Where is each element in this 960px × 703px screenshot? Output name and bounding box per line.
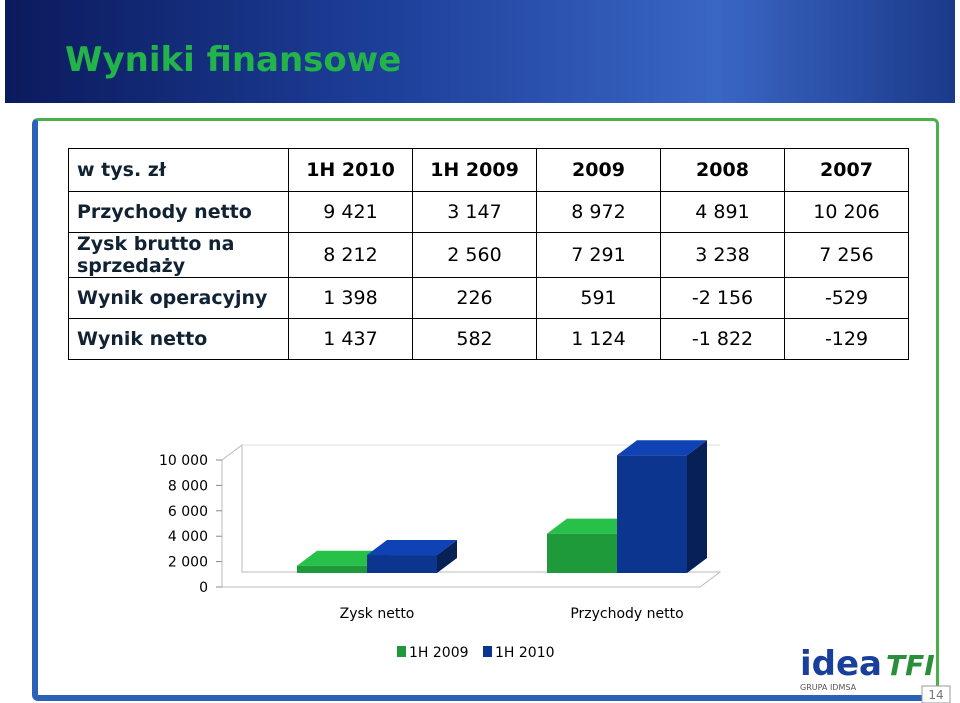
cell: 591 bbox=[536, 277, 661, 319]
legend-swatch bbox=[483, 646, 492, 657]
cell: Wynik netto bbox=[68, 318, 289, 360]
cell: 582 bbox=[412, 318, 537, 360]
y-tick-label: 4 000 bbox=[168, 529, 208, 545]
title: Wyniki finansowe bbox=[65, 40, 402, 80]
cell: 2007 bbox=[784, 148, 909, 192]
row: Wynik netto 1 437 582 1 124 -1 822 -129 bbox=[68, 318, 909, 360]
financial-table: w tys. zł 1H 2010 1H 2009 2009 2008 2007 Przyc… bbox=[68, 148, 909, 360]
y-tick-label: 0 bbox=[199, 580, 208, 596]
cell: 2 560 bbox=[412, 232, 537, 278]
y-tick-label: 10 000 bbox=[159, 453, 208, 469]
bar-side bbox=[437, 540, 457, 573]
bar-top bbox=[297, 550, 387, 566]
page-number: 14 bbox=[928, 688, 943, 702]
cell: 226 bbox=[412, 277, 537, 319]
header-bar: Wyniki finansowe bbox=[5, 0, 955, 103]
logo-name: idea bbox=[800, 644, 882, 684]
legend-label: 1H 2010 bbox=[495, 645, 555, 661]
header-row: w tys. zł 1H 2010 1H 2009 2009 2008 2007 bbox=[68, 148, 909, 192]
cell: 1 437 bbox=[288, 318, 413, 360]
cell: 9 421 bbox=[288, 191, 413, 233]
bar bbox=[297, 565, 367, 573]
cell: Przychody netto bbox=[68, 191, 289, 233]
cell: -2 156 bbox=[660, 277, 785, 319]
y-tick-label: 2 000 bbox=[168, 555, 208, 571]
cell: 1 124 bbox=[536, 318, 661, 360]
cell: 10 206 bbox=[784, 191, 909, 233]
row: Zysk brutto na sprzedaży 8 212 2 560 7 291 3… bbox=[68, 232, 909, 278]
legend-swatch bbox=[397, 646, 406, 657]
bar bbox=[617, 455, 687, 573]
bar-top bbox=[547, 518, 637, 534]
bar bbox=[367, 555, 437, 573]
cell: 3 238 bbox=[660, 232, 785, 278]
cell: w tys. zł bbox=[68, 148, 289, 192]
row: Wynik operacyjny 1 398 226 591 -2 156 -529 bbox=[68, 277, 909, 319]
page-box bbox=[921, 685, 951, 703]
row: Przychody netto 9 421 3 147 8 972 4 891 10 20… bbox=[68, 191, 909, 233]
cell: 7 291 bbox=[536, 232, 661, 278]
bar bbox=[547, 533, 617, 573]
cell: -129 bbox=[784, 318, 909, 360]
cell: 8 972 bbox=[536, 191, 661, 233]
cell: Zysk brutto na sprzedaży bbox=[68, 232, 289, 278]
frame bbox=[32, 118, 939, 701]
bar-top bbox=[617, 440, 707, 456]
cell: 2008 bbox=[660, 148, 785, 192]
cell: Wynik operacyjny bbox=[68, 277, 289, 319]
legend-label: 1H 2009 bbox=[409, 645, 469, 661]
x-tick-label: Zysk netto bbox=[340, 606, 415, 622]
x-tick-label: Przychody netto bbox=[570, 606, 683, 622]
bar-top bbox=[367, 540, 457, 556]
y-tick-label: 6 000 bbox=[168, 504, 208, 520]
cell: 1H 2009 bbox=[412, 148, 537, 192]
logo-group: GRUPA IDMSA bbox=[800, 683, 857, 692]
y-tick-label: 8 000 bbox=[168, 478, 208, 494]
bar-side bbox=[687, 440, 707, 573]
cell: 3 147 bbox=[412, 191, 537, 233]
logo-suffix: TFI bbox=[886, 649, 935, 682]
